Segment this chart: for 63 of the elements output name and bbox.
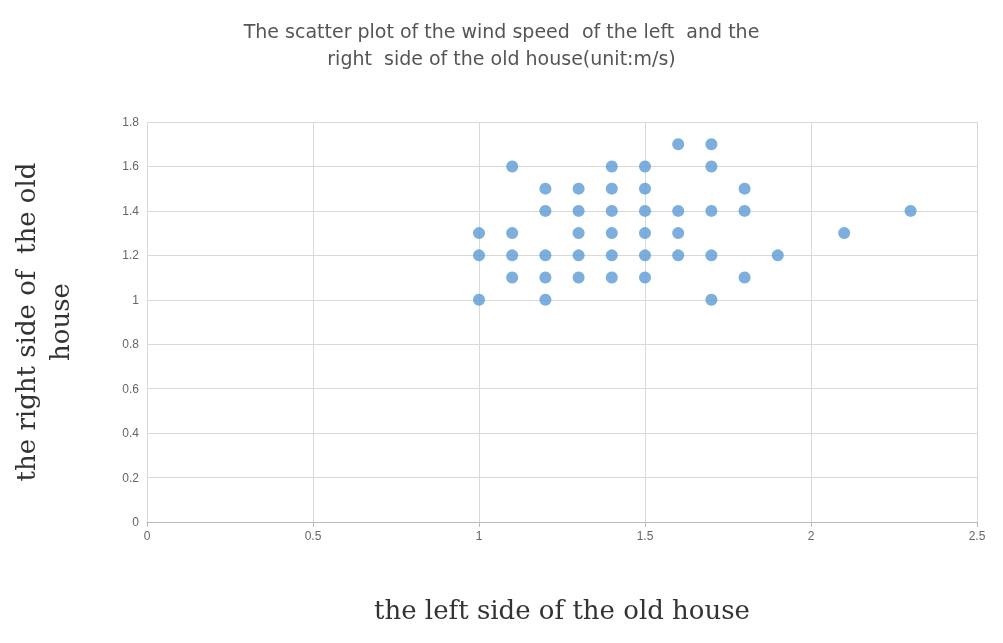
point (539, 249, 552, 262)
x-tick-label: 0 (143, 529, 151, 543)
point (506, 227, 519, 240)
chart-title: The scatter plot of the wind speed of the left and the right side of the old house(unit:m/s) (242, 19, 760, 69)
point (705, 249, 718, 262)
point (639, 249, 651, 262)
point (639, 227, 651, 240)
y-tick-label: 1.2 (122, 248, 140, 263)
point (838, 227, 851, 240)
x-tick-label: 2 (807, 529, 815, 543)
point (705, 204, 718, 217)
y-tick-label: 0.4 (122, 426, 140, 441)
point (539, 271, 552, 284)
point (572, 227, 585, 240)
point (672, 227, 685, 240)
x-tick-label: 1 (475, 529, 483, 543)
point (639, 160, 651, 173)
y-tick-label: 0.6 (122, 381, 140, 396)
point (572, 249, 585, 262)
point (705, 138, 718, 151)
point (539, 204, 552, 217)
x-tick-label: 0.5 (304, 529, 322, 543)
point (639, 204, 651, 217)
y-tick-label: 1.8 (122, 115, 140, 129)
point (572, 182, 585, 195)
point (738, 182, 751, 195)
y-tick-label: 1.6 (122, 159, 140, 174)
point (539, 293, 552, 306)
point (771, 249, 784, 262)
point (705, 160, 718, 173)
point (705, 293, 718, 306)
point (672, 138, 685, 151)
x-axis-title: the left side of the old house (374, 595, 750, 625)
point (473, 227, 485, 240)
point (738, 271, 751, 284)
point (904, 204, 917, 217)
point (672, 249, 685, 262)
point (605, 160, 618, 173)
point (672, 204, 685, 217)
point (639, 182, 651, 195)
point (605, 204, 618, 217)
point (473, 249, 485, 262)
y-axis-title: the right side of the old house (11, 162, 75, 482)
point (506, 271, 519, 284)
point (473, 293, 485, 306)
y-tick-label: 1 (132, 292, 140, 307)
y-tick-label: 0.2 (122, 470, 140, 485)
point (539, 182, 552, 195)
point (738, 204, 751, 217)
point (506, 160, 519, 173)
point (605, 182, 618, 195)
point (572, 204, 585, 217)
x-tick-label: 1.5 (636, 529, 654, 543)
point (605, 271, 618, 284)
x-tick-label: 2.5 (968, 529, 986, 543)
point (572, 271, 585, 284)
point (506, 249, 519, 262)
point (639, 271, 651, 284)
y-tick-label: 0.8 (122, 337, 140, 352)
y-tick-label: 0 (132, 515, 140, 529)
point (605, 227, 618, 240)
y-tick-label: 1.4 (122, 203, 140, 218)
point (605, 249, 618, 262)
